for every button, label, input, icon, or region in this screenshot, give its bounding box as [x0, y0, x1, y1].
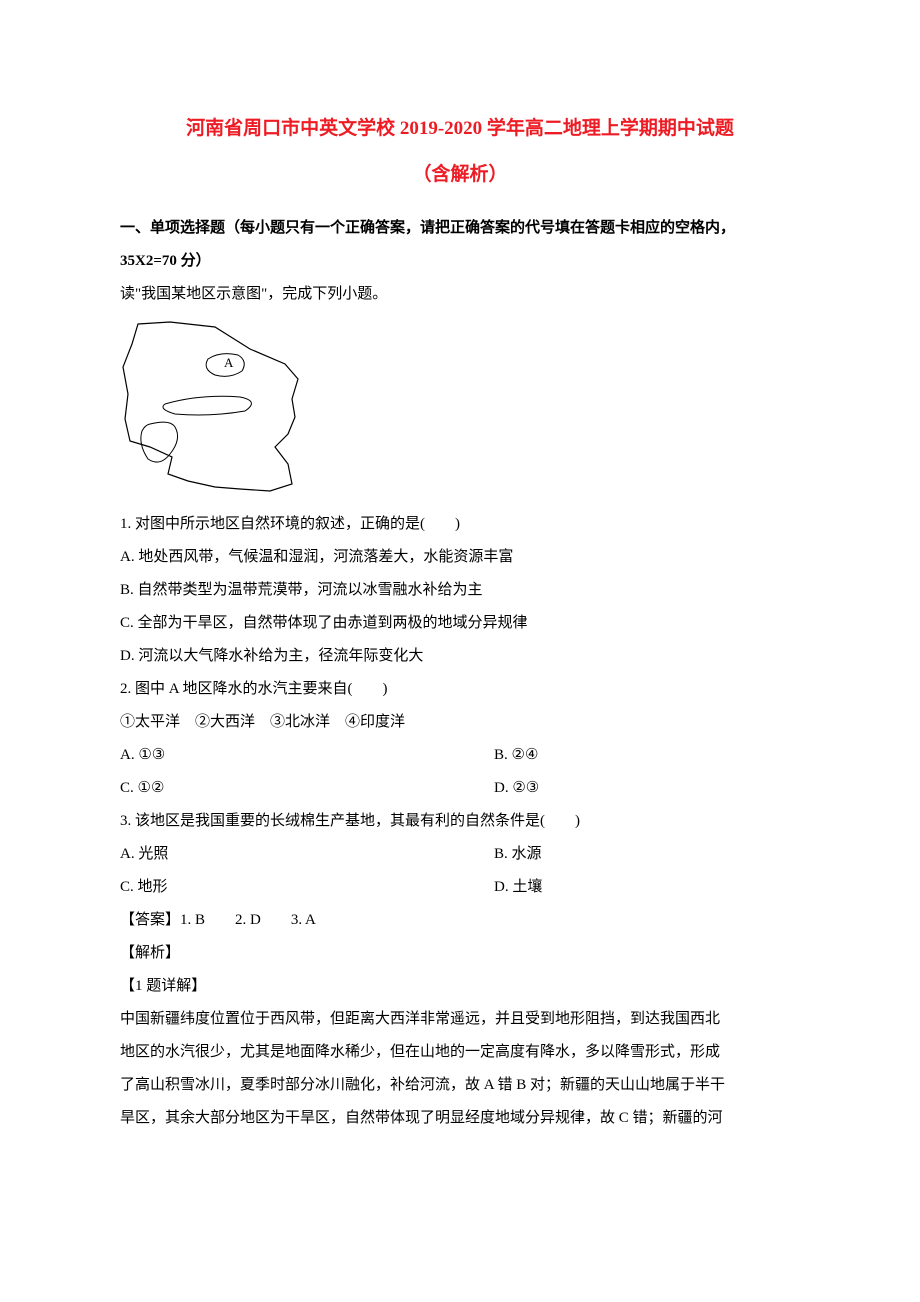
- q3-option-a: A. 光照: [120, 838, 494, 871]
- q1-option-b: B. 自然带类型为温带荒漠带，河流以冰雪融水补给为主: [120, 574, 800, 607]
- document-title: 河南省周口市中英文学校 2019-2020 学年高二地理上学期期中试题: [120, 110, 800, 148]
- intro-text: 读"我国某地区示意图"，完成下列小题。: [120, 278, 800, 311]
- q2-option-a: A. ①③: [120, 739, 494, 772]
- q3-option-b: B. 水源: [494, 838, 800, 871]
- answer-3: 3. A: [291, 912, 316, 928]
- q3-option-c: C. 地形: [120, 871, 494, 904]
- section-header-line1: 一、单项选择题（每小题只有一个正确答案，请把正确答案的代号填在答题卡相应的空格内…: [120, 212, 800, 245]
- analysis-para-1: 中国新疆纬度位置位于西风带，但距离大西洋非常遥远，并且受到地形阻挡，到达我国西北: [120, 1003, 800, 1036]
- q3-row-ab: A. 光照 B. 水源: [120, 838, 800, 871]
- q2-stem: 2. 图中 A 地区降水的水汽主要来自( ): [120, 673, 800, 706]
- q1-option-a: A. 地处西风带，气候温和湿润，河流落差大，水能资源丰富: [120, 541, 800, 574]
- q3-stem: 3. 该地区是我国重要的长绒棉生产基地，其最有利的自然条件是( ): [120, 805, 800, 838]
- document-subtitle: （含解析）: [120, 156, 800, 194]
- answers-prefix: 【答案】: [120, 912, 180, 928]
- q3-row-cd: C. 地形 D. 土壤: [120, 871, 800, 904]
- q2-row-cd: C. ①② D. ②③: [120, 772, 800, 805]
- q2-option-c: C. ①②: [120, 772, 494, 805]
- analysis-para-3: 了高山积雪冰川，夏季时部分冰川融化，补给河流，故 A 错 B 对；新疆的天山山地…: [120, 1069, 800, 1102]
- map-label-a: A: [224, 355, 234, 370]
- q3-option-d: D. 土壤: [494, 871, 800, 904]
- answers-line: 【答案】1. B 2. D 3. A: [120, 904, 800, 937]
- analysis-sub-header: 【1 题详解】: [120, 970, 800, 1003]
- analysis-para-4: 旱区，其余大部分地区为干旱区，自然带体现了明显经度地域分异规律，故 C 错；新疆…: [120, 1102, 800, 1135]
- xinjiang-map-svg: A: [120, 319, 306, 495]
- section-header-line2: 35X2=70 分）: [120, 245, 800, 278]
- analysis-para-2: 地区的水汽很少，尤其是地面降水稀少，但在山地的一定高度有降水，多以降雪形式，形成: [120, 1036, 800, 1069]
- answer-1: 1. B: [180, 912, 205, 928]
- answer-2: 2. D: [235, 912, 261, 928]
- q1-option-c: C. 全部为干旱区，自然带体现了由赤道到两极的地域分异规律: [120, 607, 800, 640]
- q1-option-d: D. 河流以大气降水补给为主，径流年际变化大: [120, 640, 800, 673]
- q2-row-ab: A. ①③ B. ②④: [120, 739, 800, 772]
- map-figure: A: [120, 319, 800, 500]
- q2-option-d: D. ②③: [494, 772, 800, 805]
- analysis-header: 【解析】: [120, 937, 800, 970]
- q2-option-b: B. ②④: [494, 739, 800, 772]
- q1-stem: 1. 对图中所示地区自然环境的叙述，正确的是( ): [120, 508, 800, 541]
- q2-options-line: ①太平洋 ②大西洋 ③北冰洋 ④印度洋: [120, 706, 800, 739]
